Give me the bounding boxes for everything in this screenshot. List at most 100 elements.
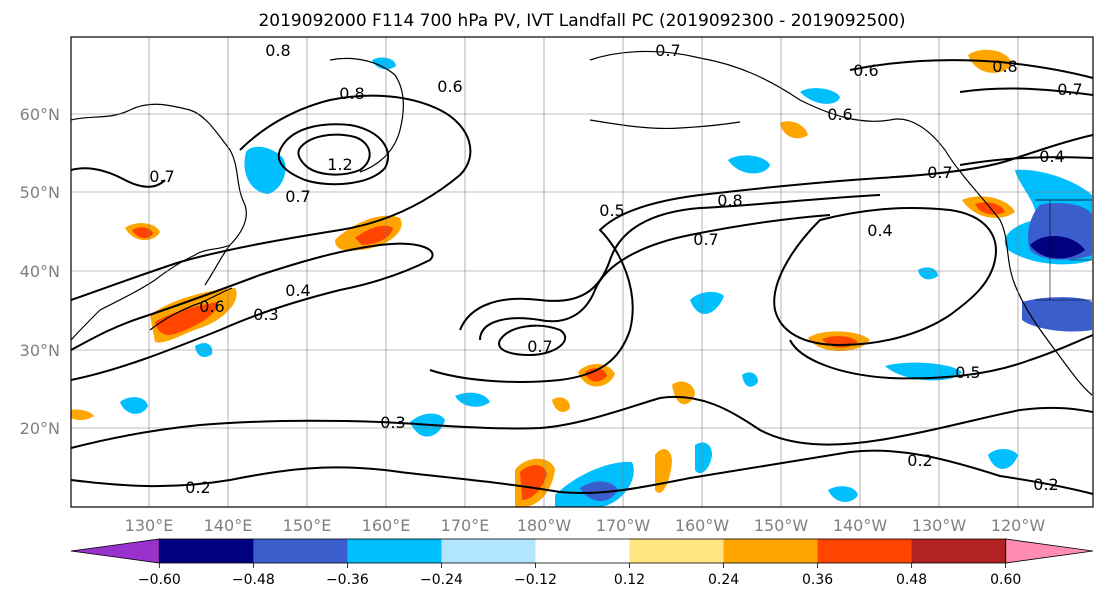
contour-label: 0.4	[285, 281, 310, 300]
contour-0.2-south	[70, 449, 1094, 495]
neg-anomaly-sw-1	[120, 397, 148, 414]
contour-label: 0.7	[655, 41, 680, 60]
contour-label: 0.6	[199, 297, 224, 316]
colorbar-tick-label: −0.24	[420, 572, 463, 588]
pos-anomaly-sw	[71, 409, 94, 420]
neg-anomaly-coast-3	[1030, 235, 1085, 259]
pos-anomaly-sub-2-core	[585, 368, 607, 382]
lon-label: 180°W	[517, 516, 572, 535]
neg-anomaly-alaska-1	[800, 88, 840, 104]
colorbar-band	[441, 539, 536, 563]
lon-label: 160°W	[675, 516, 730, 535]
contour-label: 0.7	[149, 167, 174, 186]
lat-label: 40°N	[20, 262, 60, 281]
contour-0.3-b	[70, 242, 434, 381]
contour-label: 1.2	[327, 155, 352, 174]
ivt-shading	[71, 49, 1092, 507]
contour-label: 0.8	[992, 57, 1017, 76]
latitude-labels: 60°N 50°N 40°N 30°N 20°N	[20, 105, 60, 438]
lat-label: 30°N	[20, 341, 60, 360]
lat-label: 20°N	[20, 419, 60, 438]
lon-label: 170°E	[441, 516, 490, 535]
neg-anomaly-gulf	[728, 155, 770, 174]
neg-anomaly-e-3	[695, 442, 712, 474]
neg-anomaly-e-1	[988, 449, 1018, 469]
contour-label: 0.6	[853, 61, 878, 80]
neg-anomaly-small-2	[918, 267, 938, 280]
map-panel: 0.8 0.8 0.6 0.7 0.7 1.2 0.7 0.6 0.6 0.8 …	[70, 36, 1094, 508]
contour-inner-ring	[277, 123, 390, 186]
colorbar-band	[629, 539, 725, 563]
coast-na-west	[944, 149, 1093, 396]
neg-anomaly-small-3	[372, 57, 396, 70]
colorbar-band	[253, 539, 348, 563]
lon-label: 130°E	[125, 516, 174, 535]
colorbar-tick-label: −0.48	[232, 572, 275, 588]
map-background	[71, 37, 1093, 507]
lon-label: 150°E	[283, 516, 332, 535]
lon-label: 160°E	[362, 516, 411, 535]
pos-anomaly-south-1-core	[520, 465, 547, 500]
contour-label: 0.5	[955, 363, 980, 382]
contour-label: 0.6	[437, 77, 462, 96]
contour-label: 0.3	[253, 305, 278, 324]
contour-0.7	[479, 214, 831, 341]
colorbar-extend-max	[1005, 538, 1094, 564]
colorbar: −0.60 −0.48 −0.36 −0.24 −0.12 0.12 0.24 0.36 0.4…	[70, 538, 1094, 588]
contour-label: 0.7	[285, 187, 310, 206]
contour-label: 0.4	[867, 221, 892, 240]
colorbar-tick-label: −0.60	[138, 572, 181, 588]
lon-label: 170°W	[596, 516, 651, 535]
colorbar-band	[911, 539, 1007, 563]
lon-label: 140°W	[833, 516, 888, 535]
contour-label: 0.8	[265, 41, 290, 60]
neg-anomaly-sub-1	[885, 362, 962, 381]
contour-label: 0.2	[1033, 475, 1058, 494]
contour-0.8-core	[498, 324, 567, 357]
pos-anomaly-west-core	[132, 227, 153, 239]
contour-west	[70, 167, 166, 188]
contour-label: 0.7	[693, 230, 718, 249]
neg-anomaly-california	[1022, 297, 1092, 332]
contour-ne-0.4	[959, 156, 1094, 166]
colorbar-tick-label: 0.48	[896, 572, 927, 588]
contour-ne-0.7	[959, 87, 1094, 96]
pos-anomaly-sub-4	[552, 397, 570, 412]
pos-anomaly-japan-2	[155, 302, 219, 335]
colorbar-band	[817, 539, 913, 563]
contour-0.3-a	[70, 395, 1094, 449]
lon-label: 130°W	[912, 516, 967, 535]
neg-anomaly-kamchatka	[244, 146, 286, 194]
coast-asia	[70, 103, 247, 341]
pos-anomaly-bc-core	[975, 202, 1005, 215]
colorbar-outline	[158, 538, 1007, 564]
contour-0.5-b	[789, 334, 1094, 380]
colorbar-tick-label: 0.60	[990, 572, 1021, 588]
contour-label: 0.6	[827, 105, 852, 124]
contour-label: 0.8	[717, 191, 742, 210]
contour-ne-0.6	[849, 59, 1094, 79]
contour-label: 0.2	[185, 478, 210, 497]
longitude-labels: 130°E 140°E 150°E 160°E 170°E 180°W 170°W 160°W…	[125, 516, 1046, 535]
colorbar-band	[347, 539, 442, 563]
neg-anomaly-e-2	[828, 486, 858, 502]
colorbar-band	[723, 539, 819, 563]
contour-label: 0.3	[380, 413, 405, 432]
contour-label: 0.7	[1057, 80, 1082, 99]
lon-label: 120°W	[991, 516, 1046, 535]
contour-0.4-east	[773, 207, 997, 347]
neg-anomaly-sub-2	[690, 291, 724, 315]
contour-0.5	[429, 134, 1094, 383]
lon-label: 150°W	[754, 516, 809, 535]
pv-contours	[70, 59, 1094, 495]
lat-label: 50°N	[20, 183, 60, 202]
contour-label: 0.2	[907, 451, 932, 470]
coastlines	[70, 50, 1093, 396]
contour-label: 0.8	[339, 84, 364, 103]
pos-anomaly-nwp-core	[355, 225, 393, 245]
border-states	[1035, 200, 1092, 301]
contour-label: 0.4	[1039, 147, 1064, 166]
coast-alaska	[589, 50, 946, 151]
neg-anomaly-south-2	[580, 481, 618, 502]
map-frame	[70, 36, 1094, 508]
